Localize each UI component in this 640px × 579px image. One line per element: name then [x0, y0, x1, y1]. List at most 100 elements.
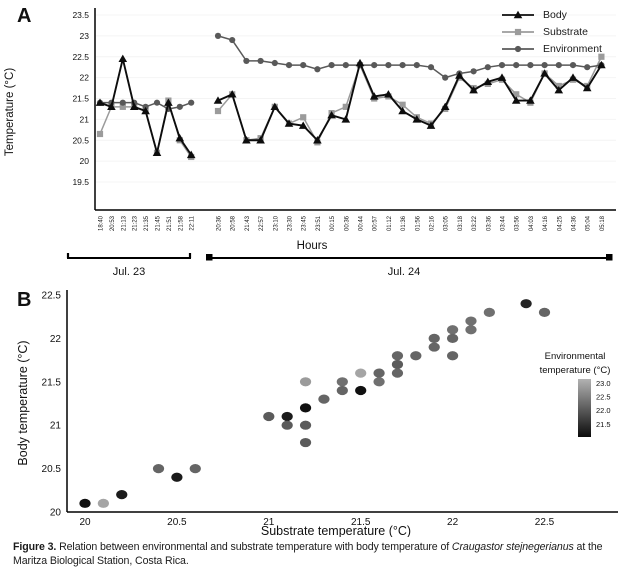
environment-marker	[555, 62, 562, 69]
body-marker	[469, 85, 478, 94]
panel-a-legend: Body Substrate Environment	[501, 8, 602, 55]
b-x-tick-label: 20.5	[167, 517, 187, 528]
body-marker	[213, 96, 223, 104]
scatter-point	[391, 359, 404, 370]
body-marker	[256, 136, 265, 144]
a-x-tick-label: 22:11	[190, 215, 196, 230]
environment-marker	[584, 64, 591, 71]
a-x-tick-label: 03:44	[501, 215, 507, 231]
body-marker	[186, 150, 196, 159]
body-marker	[270, 102, 280, 111]
scatter-point	[373, 377, 385, 387]
scatter-point	[152, 464, 165, 474]
body-marker	[554, 85, 564, 94]
scatter-point	[483, 307, 495, 317]
a-y-tick-label: 19.5	[72, 177, 89, 187]
a-x-tick-label: 23:10	[273, 215, 279, 231]
scatter-point	[79, 498, 91, 508]
body-marker	[141, 106, 150, 115]
a-x-tick-label: 01:56	[415, 215, 421, 231]
body-marker	[582, 83, 592, 92]
environment-marker	[314, 66, 321, 73]
body-marker	[327, 111, 336, 119]
scatter-point	[355, 385, 367, 396]
a-x-tick-label: 00:15	[330, 215, 336, 231]
a-x-axis-title: Hours	[297, 240, 328, 252]
scatter-point	[318, 394, 330, 404]
b-x-tick-label: 21	[263, 517, 275, 528]
environment-marker	[527, 62, 534, 69]
scatter-point	[355, 368, 367, 378]
b-y-tick-label: 21.5	[42, 377, 62, 388]
body-marker	[129, 102, 139, 111]
a-x-tick-label: 04:03	[529, 215, 535, 231]
environment-marker	[285, 62, 293, 69]
environment-marker	[413, 62, 420, 69]
scatter-point	[447, 325, 459, 335]
environment-marker	[569, 62, 577, 69]
body-marker	[313, 136, 322, 144]
scatter-point	[97, 498, 109, 508]
body-marker	[455, 71, 464, 79]
a-x-tick-label: 21:13	[121, 215, 127, 231]
environment-marker	[399, 62, 406, 69]
scatter-point	[336, 385, 348, 396]
body-marker	[175, 133, 185, 142]
b-y-tick-label: 22.5	[42, 291, 62, 302]
scatter-point	[336, 377, 348, 387]
series-environment-line	[217, 35, 602, 79]
legend-label: Body	[543, 8, 567, 21]
a-y-tick-label: 21	[80, 114, 90, 124]
scatter-point	[391, 368, 404, 378]
a-x-tick-label: 04:16	[543, 215, 549, 231]
substrate-legend-glyph-icon	[514, 28, 522, 35]
a-y-tick-label: 21.5	[72, 94, 89, 104]
environment-marker	[271, 59, 278, 67]
environment-marker	[214, 32, 222, 39]
environment-marker	[243, 57, 250, 65]
b-y-tick-label: 20.5	[42, 464, 62, 475]
scatter-point	[299, 437, 312, 448]
environment-marker	[442, 74, 449, 81]
a-y-tick-label: 23	[80, 31, 90, 41]
body-marker	[95, 98, 105, 106]
body-marker	[242, 136, 251, 144]
body-marker	[398, 106, 407, 115]
substrate-legend-marker-icon	[502, 28, 534, 35]
scatter-point	[263, 411, 275, 422]
colorbar-title-line1: Environmental	[545, 351, 606, 362]
scatter-point	[538, 307, 551, 317]
a-y-axis-title: Temperature (°C)	[4, 68, 16, 156]
scatter-point	[281, 411, 293, 422]
body-marker	[341, 115, 351, 123]
body-marker	[568, 73, 578, 81]
a-y-tick-label: 20.5	[72, 135, 89, 145]
body-marker	[152, 148, 162, 156]
environment-marker	[328, 62, 335, 69]
environment-marker	[427, 64, 435, 71]
scatter-point	[447, 351, 459, 361]
a-x-tick-label: 03:18	[458, 215, 464, 231]
substrate-marker	[598, 53, 605, 60]
caption-text: Relation between environmental and subst…	[59, 541, 450, 553]
scatter-point	[391, 351, 404, 361]
a-y-tick-label: 20	[80, 156, 90, 166]
colorbar-title-line2: temperature (°C)	[540, 365, 611, 376]
body-legend-glyph-icon	[513, 10, 523, 18]
b-y-tick-label: 22	[50, 334, 62, 345]
environment-marker	[342, 62, 349, 69]
a-x-tick-label: 03:36	[486, 215, 492, 231]
jul23-bracket-label: Jul. 23	[113, 266, 145, 278]
environment-marker	[385, 62, 392, 69]
a-x-tick-label: 00:44	[359, 215, 365, 231]
environment-marker	[498, 62, 506, 69]
scatter-point	[299, 403, 312, 413]
body-marker	[227, 90, 237, 98]
legend-label: Substrate	[543, 25, 588, 38]
b-y-tick-label: 21	[50, 421, 62, 432]
body-marker	[298, 121, 308, 129]
environment-marker	[470, 68, 477, 75]
environment-marker	[188, 99, 195, 106]
body-legend-marker-icon	[502, 10, 534, 18]
